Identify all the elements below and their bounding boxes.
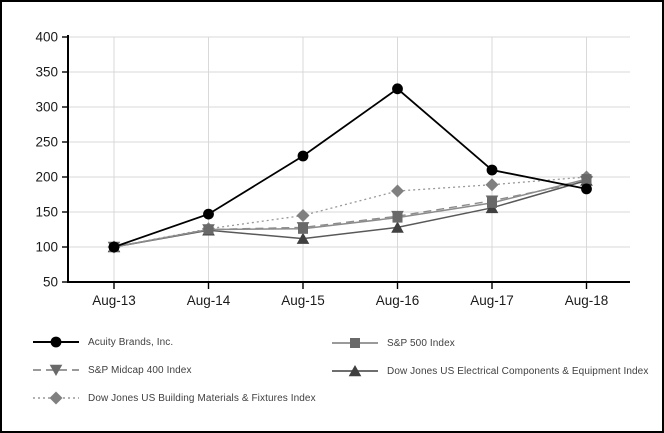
solid-line-triangle-up-marker-icon	[332, 363, 378, 379]
legend-item-acuity-brands: Acuity Brands, Inc.	[33, 329, 173, 355]
legend-label-acuity-brands: Acuity Brands, Inc.	[88, 336, 174, 348]
legend-item-sp-midcap-400: S&P Midcap 400 Index	[33, 357, 192, 383]
legend-item-dj-building-materials: Dow Jones US Building Materials & Fixtur…	[33, 385, 316, 411]
svg-text:Aug-14: Aug-14	[187, 293, 231, 308]
dotted-line-diamond-marker-icon	[33, 390, 79, 406]
svg-text:50: 50	[43, 275, 58, 290]
svg-text:Aug-15: Aug-15	[281, 293, 325, 308]
svg-text:350: 350	[35, 65, 58, 80]
svg-text:Aug-16: Aug-16	[376, 293, 420, 308]
svg-text:Aug-17: Aug-17	[470, 293, 514, 308]
legend-label-sp-midcap-400: S&P Midcap 400 Index	[88, 364, 192, 376]
solid-line-square-marker-icon	[332, 335, 378, 351]
legend-item-sp-500: S&P 500 Index	[332, 330, 455, 356]
svg-text:100: 100	[35, 240, 58, 255]
svg-text:200: 200	[35, 170, 58, 185]
svg-text:Aug-18: Aug-18	[565, 293, 609, 308]
legend-label-dj-building-materials: Dow Jones US Building Materials & Fixtur…	[88, 392, 316, 404]
legend-item-dj-electrical-components: Dow Jones US Electrical Components & Equ…	[332, 358, 648, 384]
legend-label-sp-500: S&P 500 Index	[387, 337, 455, 349]
solid-line-circle-marker-icon	[33, 334, 79, 350]
legend-label-dj-electrical-components: Dow Jones US Electrical Components & Equ…	[387, 365, 649, 377]
svg-text:150: 150	[35, 205, 58, 220]
svg-text:250: 250	[35, 135, 58, 150]
performance-line-chart: 50 100 150 200 250 300 350 400 Aug-13 Aug-14 Aug-1…	[35, 30, 630, 308]
svg-text:400: 400	[35, 30, 58, 45]
svg-text:Aug-13: Aug-13	[92, 293, 136, 308]
dashed-line-triangle-down-marker-icon	[33, 362, 79, 378]
svg-text:300: 300	[35, 100, 58, 115]
